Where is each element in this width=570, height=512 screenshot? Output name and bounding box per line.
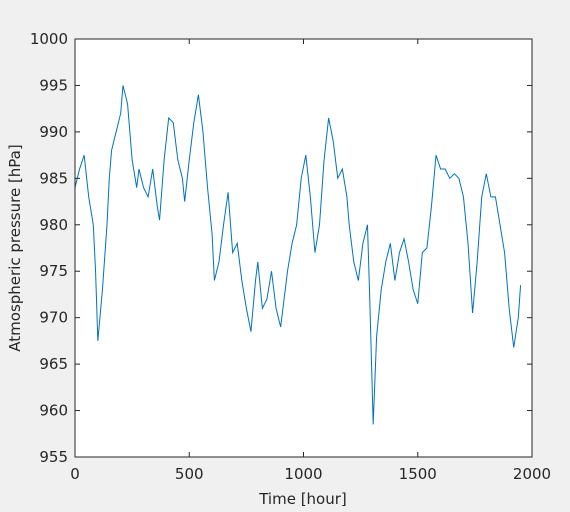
x-tick-label: 1500 (399, 465, 437, 483)
x-tick-label: 2000 (513, 465, 551, 483)
y-tick-label: 970 (39, 309, 68, 327)
y-tick-label: 990 (39, 123, 68, 141)
y-tick-label: 980 (39, 216, 68, 234)
y-tick-label: 955 (39, 448, 68, 466)
x-tick-label: 500 (175, 465, 204, 483)
data-line (74, 85, 522, 425)
x-tick-label: 1000 (284, 465, 322, 483)
y-tick-label: 995 (39, 76, 68, 94)
axes-background (75, 39, 532, 457)
y-tick-label: 975 (39, 262, 68, 280)
y-tick-label: 965 (39, 355, 68, 373)
y-tick-label: 1000 (30, 30, 68, 48)
x-axis-label: Time [hour] (258, 490, 347, 508)
y-tick-label: 985 (39, 169, 68, 187)
x-tick-label: 0 (70, 465, 80, 483)
y-tick-label: 960 (39, 402, 68, 420)
y-axis-label: Atmospheric pressure [hPa] (6, 144, 24, 351)
